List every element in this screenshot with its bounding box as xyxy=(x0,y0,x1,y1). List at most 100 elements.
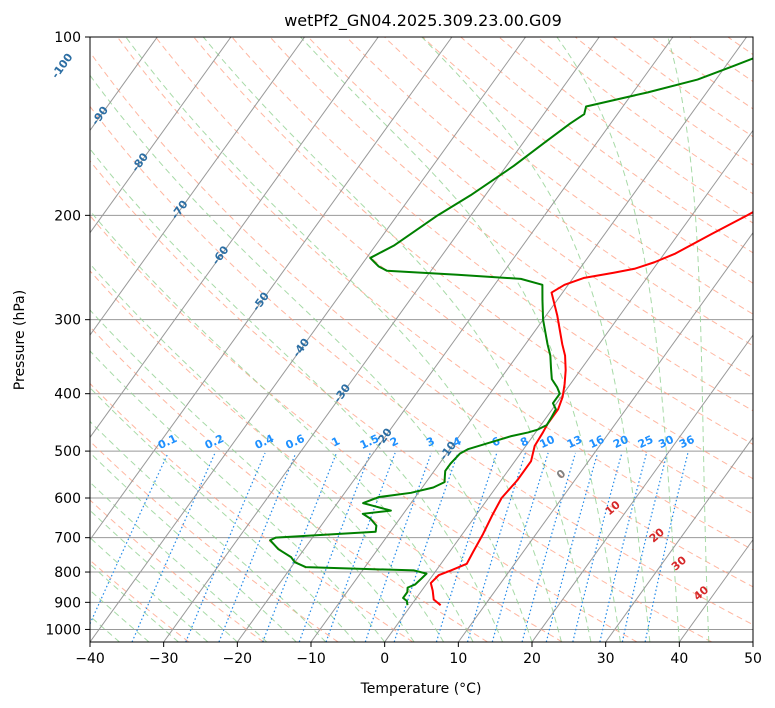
y-tick-label: 400 xyxy=(54,387,81,403)
dry-adiabat-line xyxy=(90,160,712,642)
y-tick-label: 100 xyxy=(54,30,81,46)
y-tick-label: 300 xyxy=(54,313,81,329)
mixing-ratio-label: 30 xyxy=(656,433,676,451)
isotherm-line xyxy=(0,37,10,642)
dry-adiabat-line xyxy=(90,382,414,642)
profile-series xyxy=(269,57,753,606)
moist-adiabat-line xyxy=(90,74,533,642)
x-axis-label: Temperature (°C) xyxy=(360,681,482,697)
chart-title: wetPf2_GN04.2025.309.23.00.G09 xyxy=(284,11,562,31)
plot-area xyxy=(90,37,753,642)
moist-adiabat-line xyxy=(667,37,710,642)
y-tick-label: 200 xyxy=(54,208,81,224)
moist-adiabat-line xyxy=(421,37,651,642)
mixing-ratio-label: 16 xyxy=(587,433,607,451)
isotherm-line xyxy=(384,129,753,642)
mixing-ratio-label: 20 xyxy=(611,433,631,451)
isotherm-line xyxy=(605,436,753,642)
y-tick-label: 600 xyxy=(54,491,81,507)
mixing-ratio-line xyxy=(298,452,371,642)
moist-adiabat-line xyxy=(202,37,592,642)
y-axis-label: Pressure (hPa) xyxy=(12,290,28,390)
moist-adiabat-line xyxy=(90,210,474,642)
y-axis-ticks: 100 200 300 400 500 600 700 800 900 1000 xyxy=(45,30,90,638)
moist-adiabat-line xyxy=(556,37,680,642)
x-tick-label: −40 xyxy=(75,651,105,667)
dry-adiabat-line xyxy=(345,37,753,347)
moist-adiabat-line xyxy=(125,37,562,642)
mixing-ratio-line xyxy=(325,452,396,642)
y-tick-label: 500 xyxy=(54,444,81,460)
x-tick-label: 20 xyxy=(523,651,541,667)
moist-adiabat-line xyxy=(300,37,621,642)
mixing-ratio-line xyxy=(435,452,498,642)
isotherm-line xyxy=(90,37,232,234)
x-axis-ticks: −40 −30 −20 −10 0 10 20 30 40 50 xyxy=(75,642,762,667)
isotherm-line xyxy=(90,37,453,541)
mixing-ratio-line xyxy=(364,452,432,642)
dry-adiabat-line xyxy=(90,51,753,588)
dry-adiabat-line xyxy=(498,37,753,224)
y-tick-label: 800 xyxy=(54,565,81,581)
mixing-ratio-label: 25 xyxy=(636,433,655,451)
mixing-ratio-line xyxy=(644,452,689,642)
mixing-ratio-line xyxy=(491,452,549,642)
isotherm-line xyxy=(163,37,600,642)
mixing-ratio-line xyxy=(621,452,668,642)
moist-adiabat-line xyxy=(90,350,386,642)
isotherm-line xyxy=(752,641,753,642)
isotherm-line xyxy=(90,37,306,336)
x-tick-label: 50 xyxy=(744,651,762,667)
dry-adiabat-line xyxy=(269,37,753,412)
mixing-ratio-label: 13 xyxy=(565,433,584,451)
dry-adiabat-line xyxy=(90,326,488,642)
dry-adiabat-line xyxy=(574,37,753,166)
y-tick-label: 900 xyxy=(54,595,81,611)
moist-adiabat-line xyxy=(90,481,268,642)
moist-adiabat-line xyxy=(90,387,356,642)
mixing-ratio-line xyxy=(90,452,169,626)
temperature-profile-line xyxy=(429,210,753,606)
moist-adiabat-line xyxy=(90,452,297,642)
isotherm-line xyxy=(531,334,753,642)
dry-adiabat-line xyxy=(307,37,753,379)
mixing-ratio-label: 10 xyxy=(538,433,558,451)
mixing-ratio-line xyxy=(466,452,526,642)
moist-adiabat-line xyxy=(90,309,415,642)
mixing-ratio-line xyxy=(599,452,648,642)
isotherm-label: -100 xyxy=(49,51,76,81)
x-tick-label: 0 xyxy=(380,651,389,667)
dry-adiabat-line xyxy=(117,37,753,551)
dry-adiabat-line xyxy=(231,37,753,445)
mixing-ratio-line xyxy=(393,452,459,642)
x-tick-label: −20 xyxy=(223,651,253,667)
dry-adiabat-line xyxy=(90,214,638,642)
mixing-ratio-label: 36 xyxy=(677,433,697,451)
moist-adiabat-line xyxy=(90,263,445,642)
x-tick-label: 10 xyxy=(449,651,467,667)
y-tick-label: 1000 xyxy=(45,622,81,638)
isotherm-line xyxy=(678,538,753,642)
mixing-ratio-line xyxy=(521,452,577,642)
dry-adiabat-line xyxy=(155,37,753,515)
isotherm-line xyxy=(236,37,674,642)
dry-adiabat-line xyxy=(766,37,775,642)
isotherm-line xyxy=(90,37,379,439)
dry-adiabat-line xyxy=(460,37,753,254)
background-lines xyxy=(0,37,775,642)
isotherm-line xyxy=(310,37,748,642)
x-tick-label: −30 xyxy=(149,651,179,667)
isotherm-line xyxy=(457,231,753,642)
dewpoint-profile-line xyxy=(269,57,753,606)
isotherm-line xyxy=(90,37,527,642)
dry-adiabat-line xyxy=(90,105,753,626)
dry-adiabat-line xyxy=(90,499,264,642)
x-tick-label: 40 xyxy=(670,651,688,667)
plot-frame xyxy=(89,36,754,643)
x-tick-label: 30 xyxy=(597,651,615,667)
mixing-ratio-line xyxy=(572,452,623,642)
dry-adiabat-line xyxy=(536,37,753,195)
mixing-ratio-line xyxy=(262,452,338,642)
x-tick-label: −10 xyxy=(296,651,326,667)
